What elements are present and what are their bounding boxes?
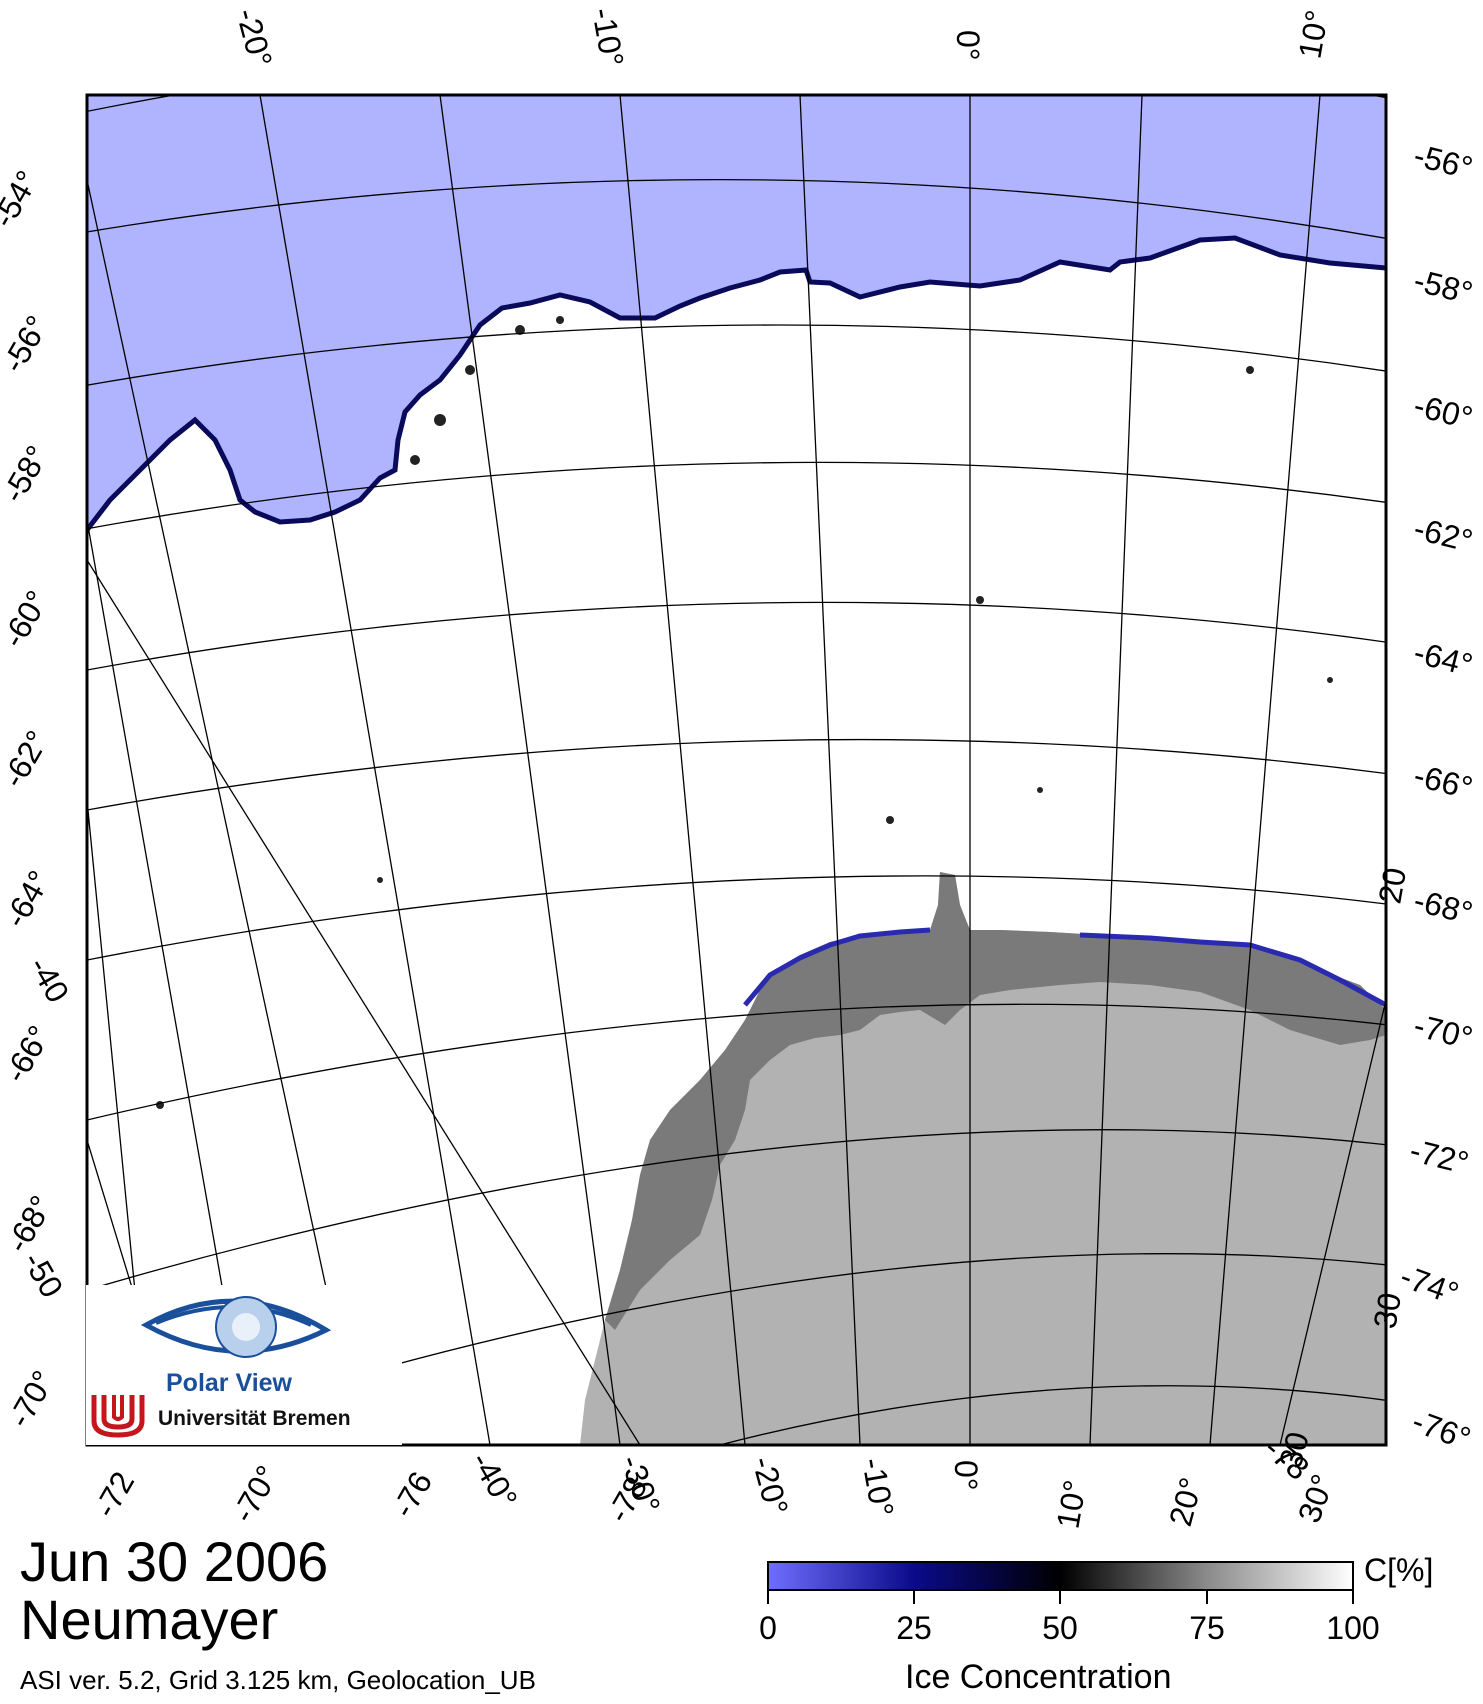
lat-label-right: -68° xyxy=(1410,882,1476,931)
lat-label-left: -62° xyxy=(0,724,56,793)
lat-label-right: -64° xyxy=(1410,634,1476,683)
lon-label-left: -40 xyxy=(22,951,76,1009)
lon-label-bottom: 20° xyxy=(1162,1474,1209,1530)
lon-label-bottom: 0° xyxy=(948,1460,984,1491)
colorbar xyxy=(767,1561,1354,1604)
lat-label-left: -60° xyxy=(0,584,56,653)
lon-label-right: 20 xyxy=(1371,865,1413,906)
lon-label-bottom: 10° xyxy=(1049,1477,1093,1531)
logo-title: Polar View xyxy=(166,1369,292,1397)
map-date: Jun 30 2006 xyxy=(20,1530,329,1593)
coastal-ice-edge xyxy=(743,927,1386,1008)
map-frame xyxy=(85,93,1388,1447)
lon-label-top: -10° xyxy=(585,5,631,69)
colorbar-gradient xyxy=(767,1561,1354,1591)
graticule-parallels xyxy=(87,95,1386,1445)
lat-label-left: -70° xyxy=(1,1364,62,1433)
lat-label-left: -58° xyxy=(0,439,56,508)
colorbar-title: Ice Concentration xyxy=(905,1658,1172,1696)
university-logo-icon xyxy=(91,1395,145,1438)
lat-label-right: -62° xyxy=(1410,510,1476,559)
lat-label-left: -66° xyxy=(0,1019,58,1088)
lat-label-left: -64° xyxy=(0,864,58,933)
lat-label-right: -76° xyxy=(1408,1403,1476,1457)
lat-label-left: -56° xyxy=(0,309,56,378)
lon-label-top: -20° xyxy=(229,4,279,70)
ice-shelf-area xyxy=(605,872,1386,1330)
lon-label-bottom: -20° xyxy=(745,1452,795,1518)
lon-label-bottom: -10° xyxy=(855,1455,901,1519)
lat-label-right: -60° xyxy=(1410,387,1476,436)
colorbar-tick: 25 xyxy=(896,1610,932,1646)
lat-label-bottom: -72 xyxy=(87,1465,141,1523)
polar-view-logo: Polar View Universität Bremen xyxy=(86,1285,402,1445)
lat-label-bottom: -70° xyxy=(225,1459,286,1528)
lat-label-right: -70° xyxy=(1410,1007,1476,1056)
colorbar-unit: C[%] xyxy=(1364,1552,1434,1588)
colorbar-tick: 100 xyxy=(1326,1610,1380,1646)
colorbar-tick: 0 xyxy=(759,1610,777,1646)
lat-label-left: -54° xyxy=(0,164,46,233)
eye-icon xyxy=(140,1296,332,1358)
station-name: Neumayer xyxy=(20,1588,279,1651)
lon-label-top: 10° xyxy=(1291,7,1335,61)
lon-label-top: 0° xyxy=(950,30,986,61)
lat-label-right: -58° xyxy=(1410,262,1476,311)
lon-label-bottom: -40° xyxy=(464,1446,525,1515)
lat-label-bottom: -76 xyxy=(385,1465,439,1523)
lat-label-right: -72° xyxy=(1406,1132,1472,1181)
ice-edge-texture xyxy=(156,316,1333,1109)
colorbar-tick: 50 xyxy=(1042,1610,1078,1646)
logo-subtitle: Universität Bremen xyxy=(158,1407,351,1430)
ice-edge-line xyxy=(87,235,1386,532)
left-latitude-labels: -54° -56° -58° -60° -62° -64° -66° -68° … xyxy=(0,164,76,1433)
open-water-area xyxy=(87,95,1386,530)
lon-label-right: 30 xyxy=(1366,1290,1408,1331)
product-credit: ASI ver. 5.2, Grid 3.125 km, Geolocation… xyxy=(20,1665,536,1695)
lat-label-left: -68° xyxy=(0,1189,60,1258)
colorbar-tick: 75 xyxy=(1189,1610,1225,1646)
lat-label-right: -66° xyxy=(1410,757,1476,806)
lat-label-right: -56° xyxy=(1410,137,1476,186)
top-longitude-labels: -20° -10° 0° 10° xyxy=(229,4,1335,70)
